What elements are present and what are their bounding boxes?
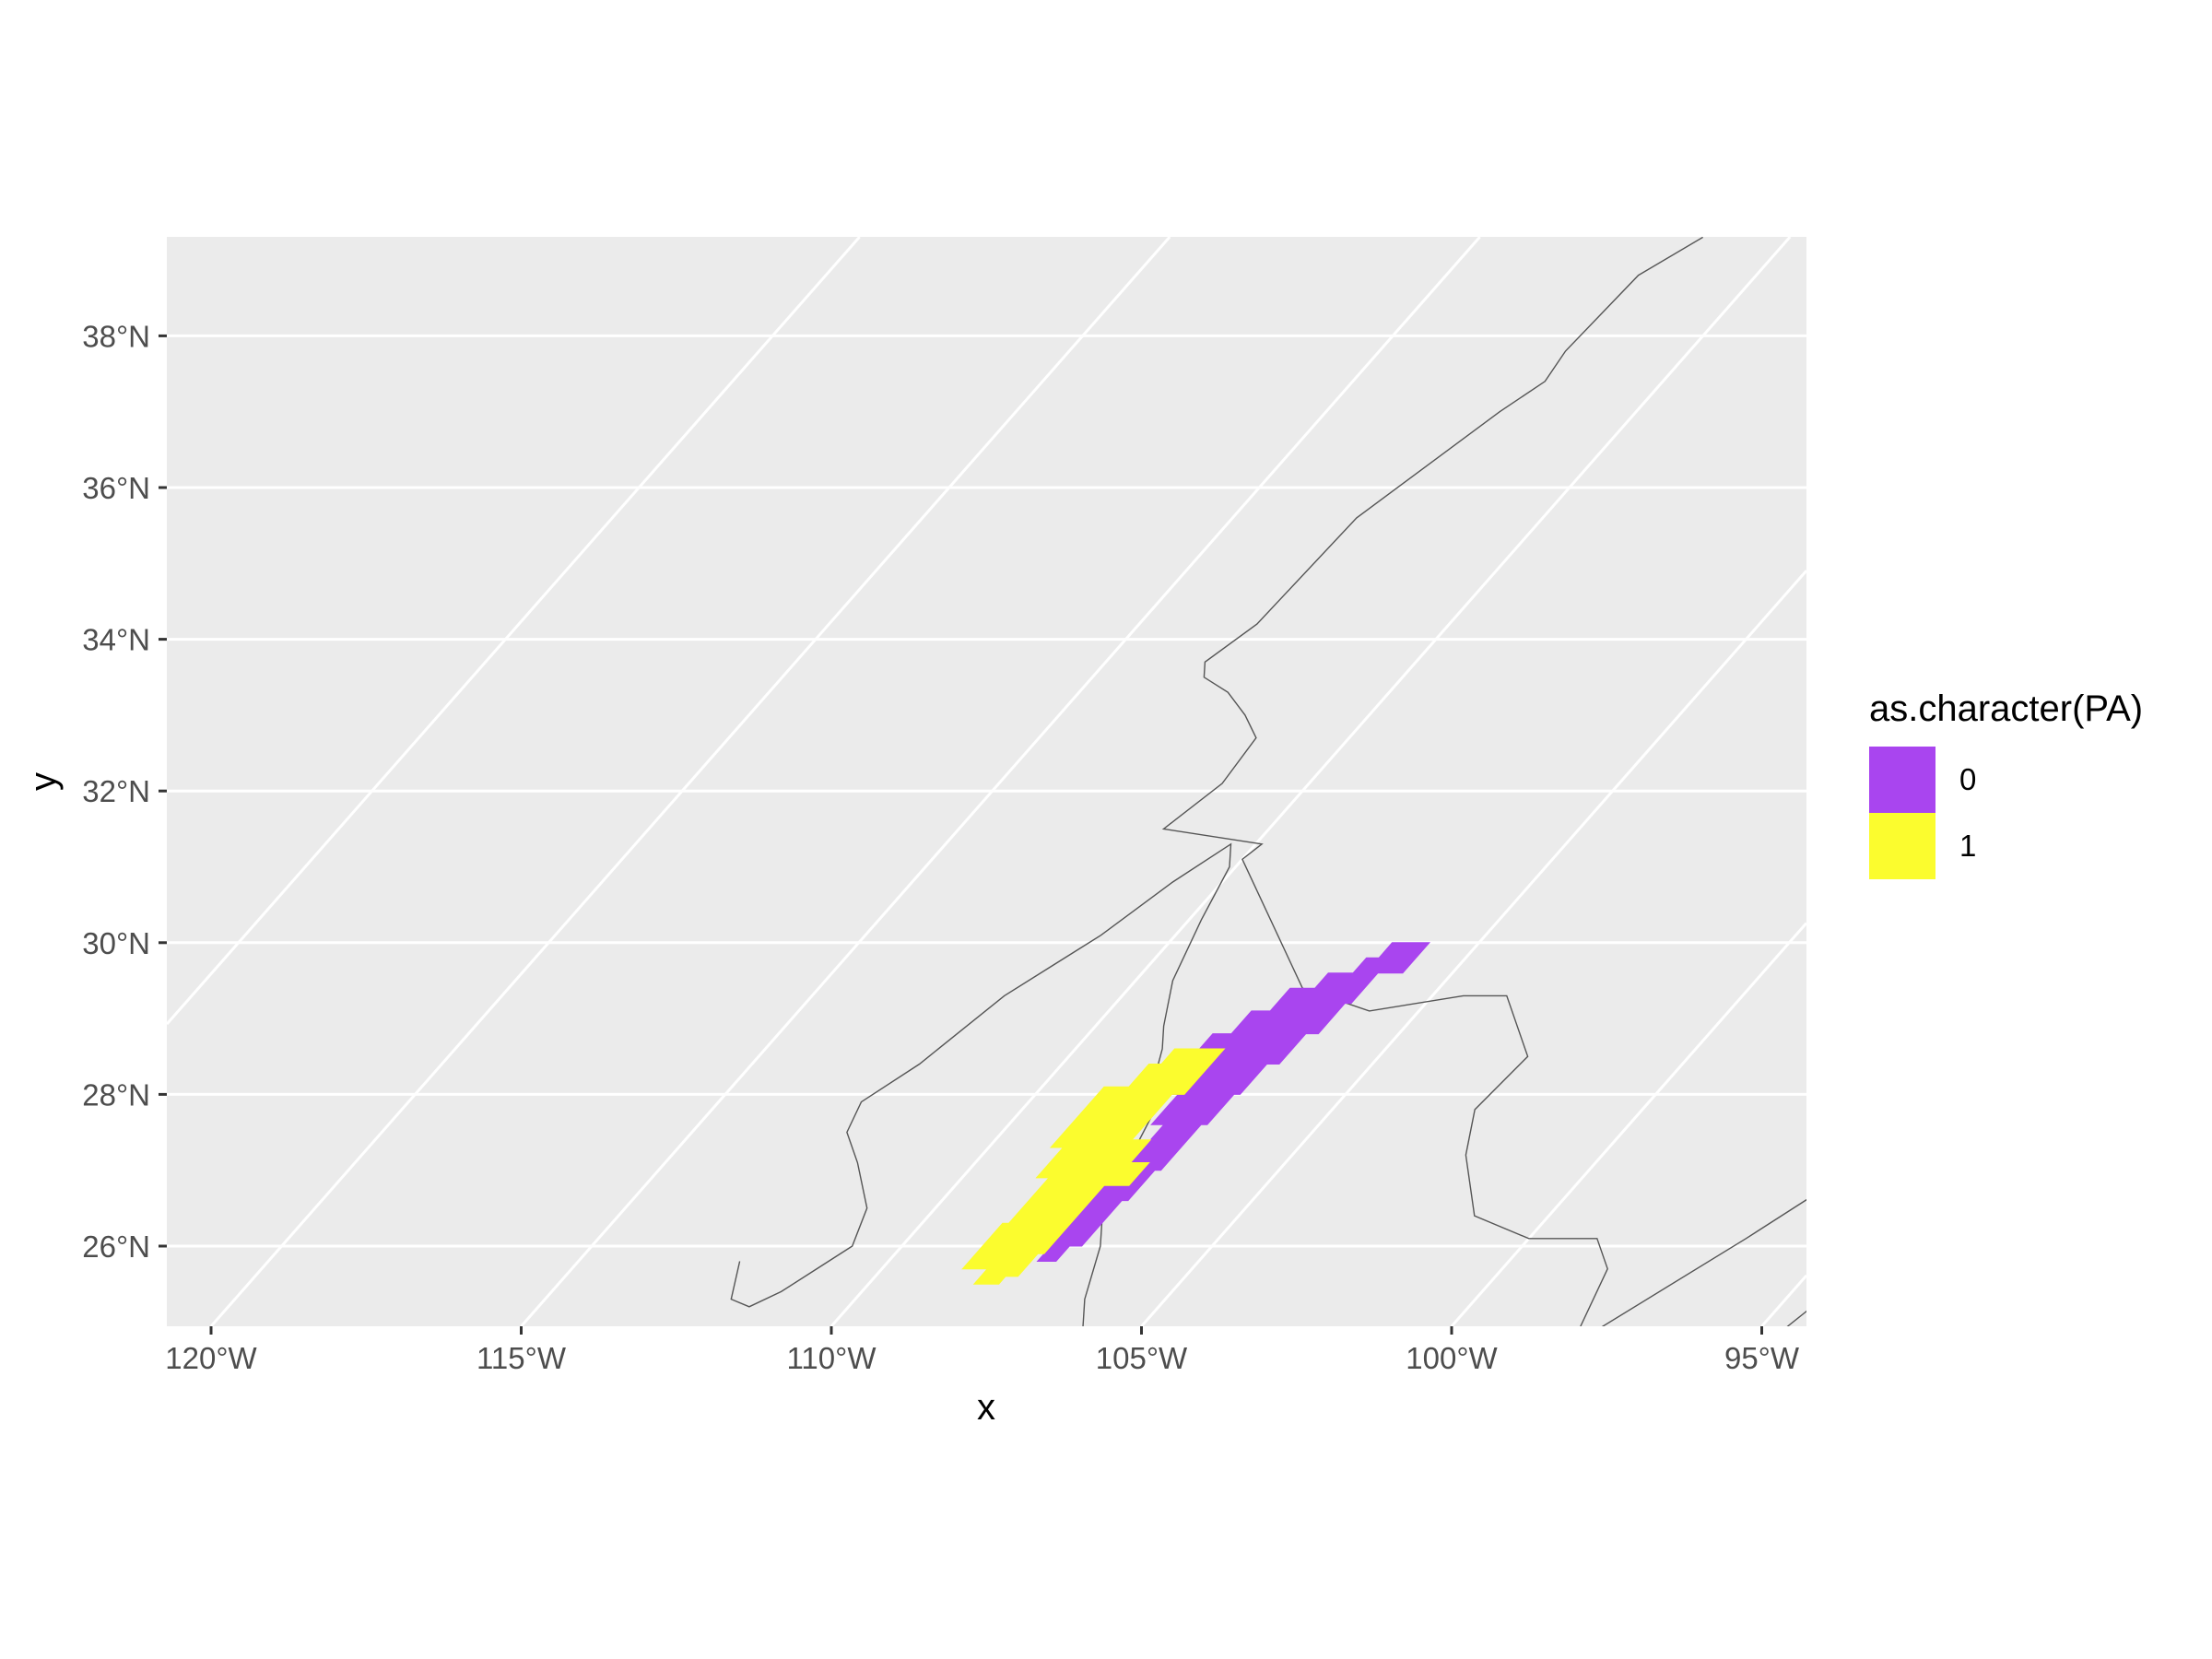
legend-key-1 xyxy=(1869,813,1936,879)
y-tick-label: 34°N xyxy=(82,623,150,657)
border-line xyxy=(1786,1310,1806,1326)
legend-key-0 xyxy=(1869,747,1936,813)
legend: as.character(PA) 0 1 xyxy=(1869,688,2143,879)
x-tick-label: 110°W xyxy=(787,1341,877,1375)
y-tick-label: 32°N xyxy=(82,774,150,808)
y-tick-label: 38°N xyxy=(82,319,150,353)
gridline-lon xyxy=(1140,570,1808,1327)
x-tick-label: 105°W xyxy=(1096,1341,1188,1375)
border-line xyxy=(1161,237,1703,1326)
gridlines xyxy=(165,236,1808,1327)
y-tick-label: 26°N xyxy=(82,1230,150,1264)
gridline-lon xyxy=(209,236,1171,1327)
x-tick-label: 100°W xyxy=(1406,1341,1498,1375)
x-tick-label: 95°W xyxy=(1724,1341,1800,1375)
presence-tiles xyxy=(961,942,1431,1285)
x-tick-label: 120°W xyxy=(165,1341,257,1375)
panel-background xyxy=(167,237,1806,1326)
legend-label-1: 1 xyxy=(1959,829,1976,863)
legend-title: as.character(PA) xyxy=(1869,688,2143,729)
gridline-lon xyxy=(165,236,861,1026)
x-axis-title: x xyxy=(977,1387,995,1428)
x-tick-label: 115°W xyxy=(477,1341,567,1375)
legend-label-0: 0 xyxy=(1959,762,1976,796)
gridline-lon xyxy=(520,236,1481,1327)
y-tick-label: 30°N xyxy=(82,926,150,960)
gridline-lon xyxy=(1760,1274,1808,1327)
gridline-lon xyxy=(1450,922,1808,1327)
border-line xyxy=(1601,1198,1806,1326)
x-axis: 120°W 115°W 110°W 105°W 100°W 95°W xyxy=(165,1326,1800,1375)
y-axis: 26°N 28°N 30°N 32°N 34°N 36°N 38°N xyxy=(82,319,167,1264)
tile-region-1 xyxy=(961,1048,1226,1285)
gridline-lon xyxy=(830,236,1792,1327)
y-axis-title: y xyxy=(23,772,64,791)
y-tick-label: 36°N xyxy=(82,471,150,505)
y-tick-label: 28°N xyxy=(82,1077,150,1112)
